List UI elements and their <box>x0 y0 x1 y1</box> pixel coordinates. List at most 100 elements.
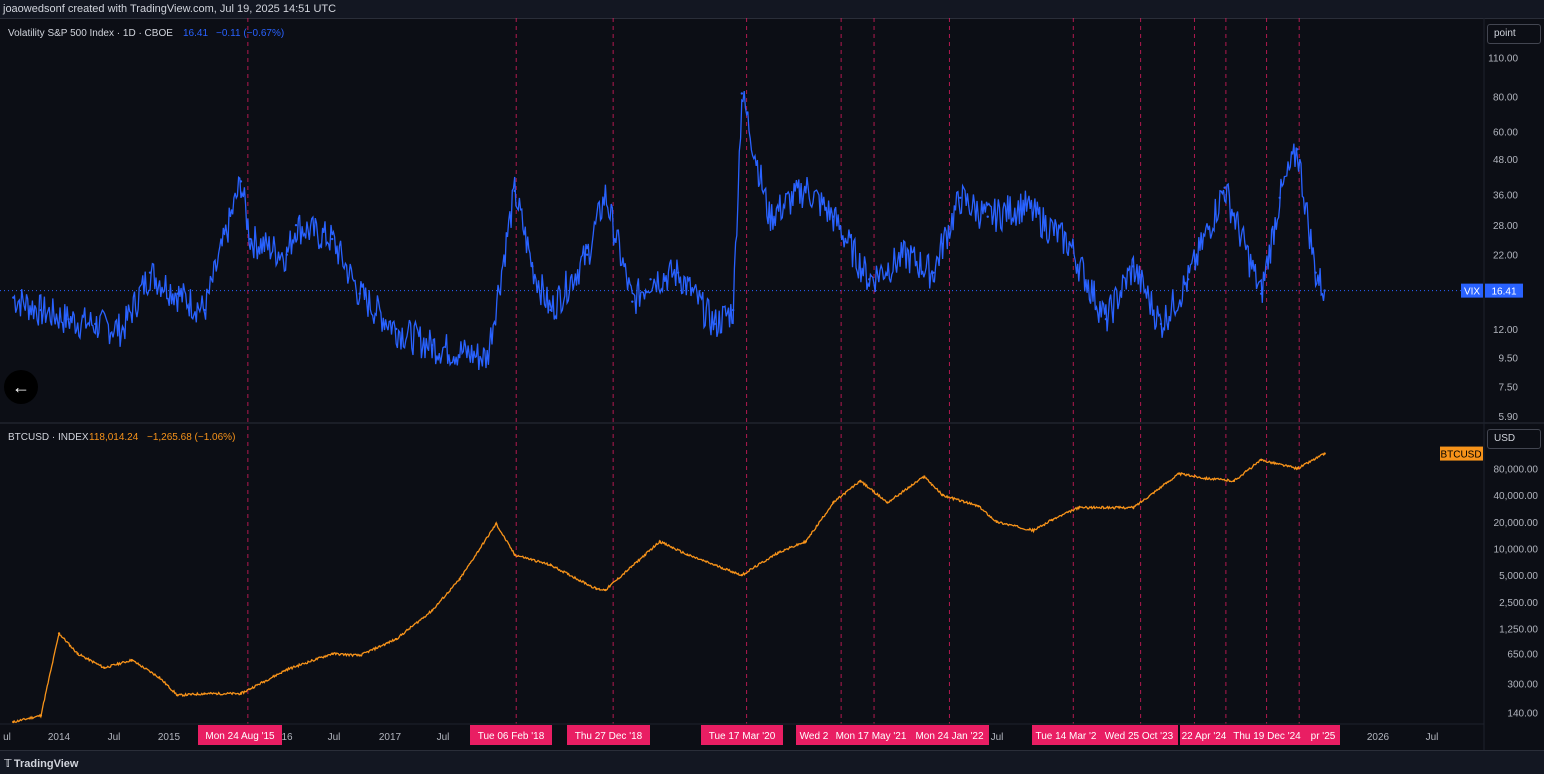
time-tick-label: Jul <box>328 732 341 743</box>
btc-tick-label: 80,000.00 <box>1494 465 1539 476</box>
btc-symbol-badge <box>1440 446 1483 461</box>
btc-tick-label: 5,000.00 <box>1499 571 1538 582</box>
btc-point <box>331 652 334 655</box>
btc-point <box>130 658 133 662</box>
time-tick-label: 2017 <box>379 732 402 743</box>
vix-tick-label: 9.50 <box>1499 354 1519 365</box>
btc-point <box>458 578 461 581</box>
vix-point <box>585 253 589 256</box>
event-marker-label: Tue 17 Mar '20 <box>709 731 776 742</box>
vix-tick-label: 36.00 <box>1493 190 1518 201</box>
vix-point <box>485 356 489 359</box>
vix-point <box>1068 242 1071 246</box>
btc-point <box>1232 479 1236 483</box>
vix-point <box>932 271 935 274</box>
vix-symbol-label: VIX <box>1464 287 1480 298</box>
btc-point <box>777 551 780 554</box>
event-marker-badge <box>1100 725 1178 745</box>
vix-point <box>67 317 70 321</box>
back-arrow-button[interactable]: ← <box>4 370 38 404</box>
btc-point <box>358 654 361 657</box>
vix-point <box>176 292 179 295</box>
btc-tick-label: 10,000.00 <box>1494 545 1539 556</box>
btc-tick-label: 1,250.00 <box>1499 625 1538 636</box>
btc-point <box>604 588 607 592</box>
vix-point <box>713 322 716 326</box>
time-tick-label: Jul <box>437 732 450 743</box>
btc-point <box>595 587 598 591</box>
event-marker-label: Tue 06 Feb '18 <box>478 731 545 742</box>
vix-point <box>868 278 871 281</box>
btc-point <box>740 573 744 577</box>
vix-point <box>203 308 206 312</box>
vix-scale-button[interactable]: point <box>1487 24 1541 44</box>
tradingview-brand: TradingView <box>13 758 79 770</box>
time-tick-label: Jul <box>108 732 121 743</box>
btc-scale-label: USD <box>1494 433 1516 444</box>
vix-point <box>1186 278 1190 281</box>
vix-point <box>39 308 43 312</box>
btc-point <box>285 668 288 671</box>
vix-point <box>941 242 944 246</box>
btc-tick-label: 140.00 <box>1507 709 1538 720</box>
vix-point <box>986 215 989 218</box>
vix-point <box>239 180 243 183</box>
vix-series-line[interactable] <box>12 91 1326 371</box>
vix-point <box>513 189 516 193</box>
vix-point <box>768 215 771 218</box>
btc-pane[interactable] <box>12 452 1326 724</box>
vix-pane[interactable] <box>0 91 1484 371</box>
vix-point <box>740 92 744 95</box>
btc-point <box>859 479 862 483</box>
event-marker-label: Thu 19 Dec '24 <box>1233 731 1301 742</box>
btc-point <box>1032 529 1035 532</box>
vix-tick-label: 5.90 <box>1499 412 1519 423</box>
vix-tick-label: 28.00 <box>1493 221 1518 232</box>
btc-point <box>658 540 662 543</box>
vix-point <box>649 278 652 281</box>
vix-tick-label: 48.00 <box>1493 155 1518 166</box>
vix-scale-label: point <box>1494 28 1516 39</box>
vix-point <box>1296 148 1299 151</box>
event-marker-label: Mon 17 May '21 <box>836 731 907 742</box>
arrow-left-icon: ← <box>12 377 30 397</box>
vix-point <box>959 196 962 199</box>
time-axis[interactable]: ul 2014 Jul 2015 16 Jul 2017 Jul Jul 2026 Jul <box>3 732 1438 743</box>
vix-tick-label: 12.00 <box>1493 325 1518 336</box>
event-marker-badge <box>832 725 910 745</box>
btc-scale-button[interactable]: USD <box>1487 429 1541 449</box>
btc-symbol-label: BTCUSD <box>1440 450 1481 461</box>
vix-symbol-badge <box>1461 283 1483 298</box>
event-marker-label: Tue 14 Mar '2 <box>1035 731 1096 742</box>
btc-point <box>804 540 808 543</box>
vix-point <box>1132 265 1135 268</box>
vix-price-axis[interactable]: 110.00 80.00 60.00 48.00 36.00 28.00 22.00 VIX 1… <box>1461 53 1523 423</box>
event-marker-badge <box>1032 725 1100 745</box>
bottom-bar: 𝕋 TradingView <box>0 750 1544 774</box>
time-tick-label: 2015 <box>158 732 181 743</box>
btc-point <box>430 609 434 612</box>
btc-tick-label: 20,000.00 <box>1494 518 1539 529</box>
btc-legend-change: −1,265.68 (−1.06%) <box>147 432 235 443</box>
btc-tick-label: 300.00 <box>1507 679 1538 690</box>
btc-point <box>395 637 398 641</box>
btc-price-axis[interactable]: 80,000.00 40,000.00 20,000.00 10,000.00 5,00… <box>1440 446 1539 720</box>
chart-credit: joaowedsonf created with TradingView.com… <box>3 3 337 15</box>
vix-point <box>1323 289 1326 292</box>
vix-point <box>631 300 634 303</box>
event-marker-badge <box>701 725 783 745</box>
vix-point <box>358 292 361 295</box>
btc-point <box>832 501 835 504</box>
time-tick-label: Jul <box>991 732 1004 743</box>
vix-last-price-label: 16.41 <box>1491 287 1516 298</box>
vix-tick-label: 7.50 <box>1499 383 1519 394</box>
vix-tick-label: 60.00 <box>1493 128 1518 139</box>
btc-point <box>1296 467 1299 470</box>
btc-point <box>513 553 516 556</box>
btc-point <box>12 720 15 724</box>
vix-point <box>294 223 298 227</box>
vix-legend-change: −0.11 (−0.67%) <box>216 28 284 39</box>
btc-series-line[interactable] <box>12 453 1326 723</box>
tradingview-logo-icon: 𝕋 <box>4 758 14 770</box>
